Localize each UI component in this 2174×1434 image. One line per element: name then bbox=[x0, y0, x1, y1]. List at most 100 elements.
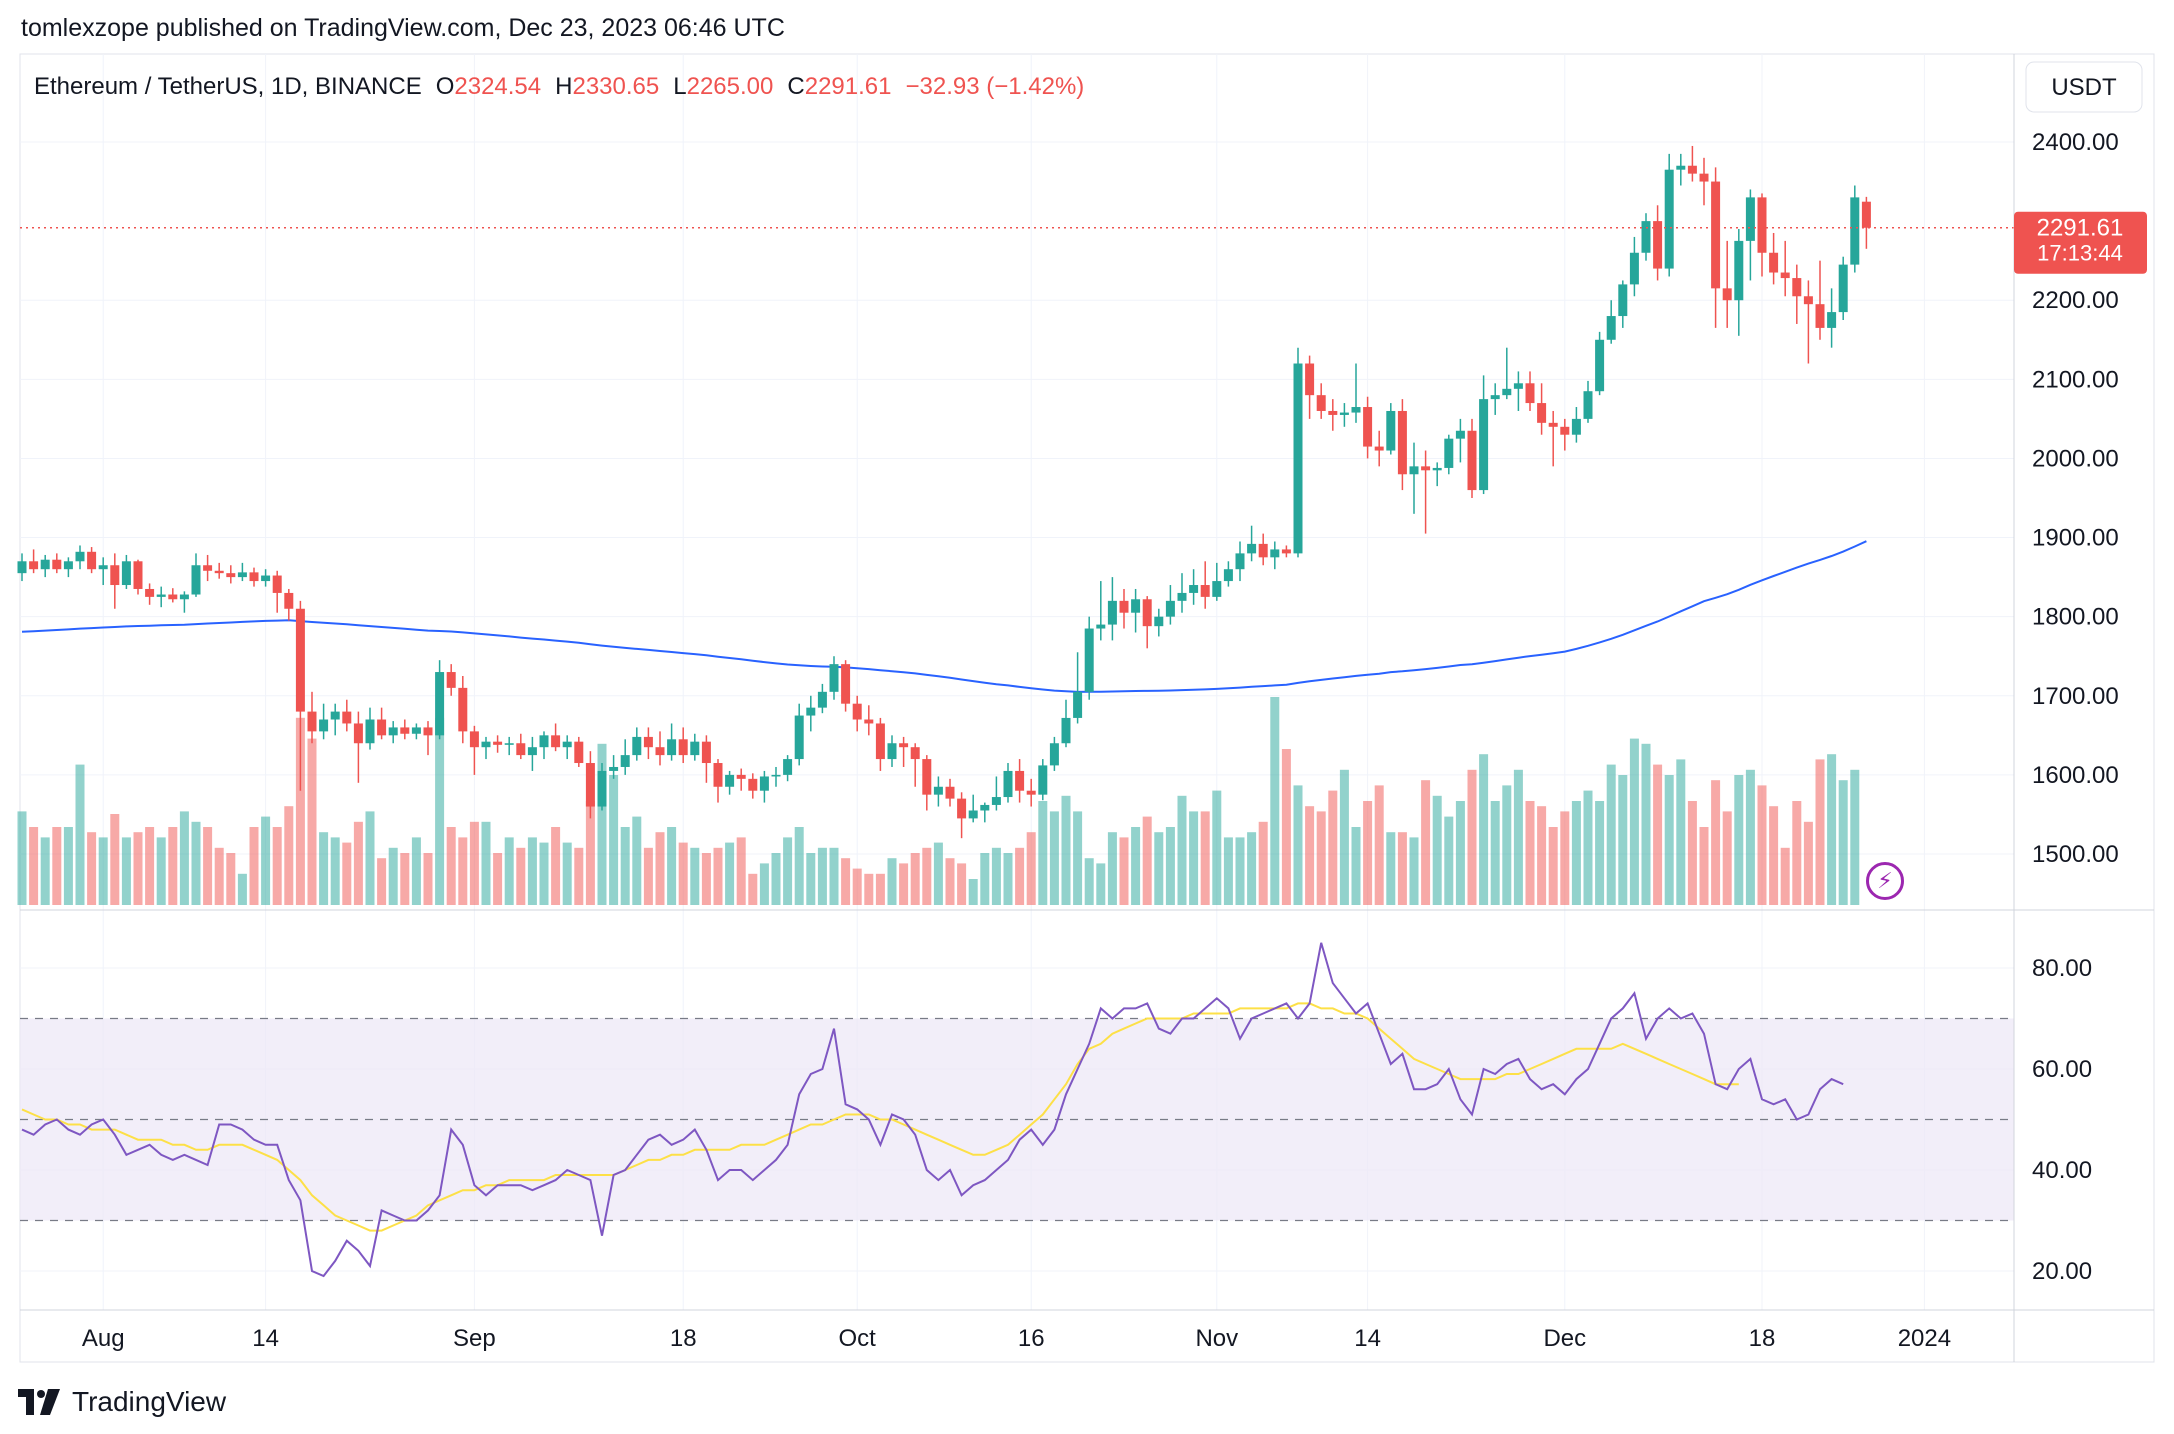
tradingview-logo[interactable]: TradingView bbox=[18, 1382, 226, 1422]
candle-body bbox=[945, 786, 955, 799]
volume-bar bbox=[1073, 811, 1083, 905]
legend-close-label: C bbox=[787, 73, 804, 100]
time-tick-label: Oct bbox=[839, 1325, 877, 1352]
volume-bar bbox=[319, 832, 329, 905]
volume-bar bbox=[933, 842, 943, 905]
volume-bar bbox=[899, 863, 909, 905]
volume-bar bbox=[1119, 837, 1129, 905]
volume-bar bbox=[110, 814, 120, 905]
candle-body bbox=[1397, 410, 1407, 475]
volume-bar bbox=[1247, 832, 1257, 905]
candle-body bbox=[411, 727, 421, 734]
candle-body bbox=[597, 770, 607, 807]
candle-body bbox=[353, 723, 363, 744]
volume-bar bbox=[1258, 821, 1268, 905]
candle-body bbox=[400, 727, 410, 734]
candle-body bbox=[1629, 252, 1639, 285]
candle-body bbox=[1015, 770, 1025, 791]
rsi-tick-label: 80.00 bbox=[2032, 955, 2092, 982]
rsi-tick-label: 60.00 bbox=[2032, 1056, 2092, 1083]
rsi-axis-ticks[interactable]: 80.00 60.00 40.00 20.00 bbox=[2032, 955, 2092, 1285]
volume-bar bbox=[667, 827, 677, 905]
time-tick-label: 14 bbox=[1354, 1325, 1381, 1352]
currency-button[interactable] bbox=[2025, 61, 2143, 113]
volume-bar bbox=[1815, 759, 1825, 905]
volume-bar bbox=[203, 827, 213, 905]
candle-body bbox=[1769, 252, 1779, 273]
volume-bar bbox=[377, 858, 387, 905]
volume-bar bbox=[284, 806, 294, 905]
legend-symbol: Ethereum / TetherUS, 1D, BINANCE bbox=[34, 73, 422, 100]
volume-bar bbox=[620, 827, 630, 905]
legend-open-value: 2324.54 bbox=[454, 73, 541, 100]
candle-body bbox=[87, 551, 97, 570]
candle-body bbox=[1664, 169, 1674, 269]
candle-body bbox=[1235, 553, 1245, 570]
candle-body bbox=[527, 747, 537, 756]
volume-bar bbox=[690, 847, 700, 905]
volume-bar bbox=[1177, 795, 1187, 905]
volume-bar bbox=[40, 837, 50, 905]
candle-body bbox=[1548, 422, 1558, 427]
time-axis-ticks[interactable]: Aug 14 Sep 18 Oct 16 Nov 14 Dec 18 2024 bbox=[82, 1325, 1951, 1352]
volume-bar bbox=[365, 811, 375, 905]
candle-body bbox=[667, 739, 677, 756]
lightning-icon[interactable]: ⚡ bbox=[1866, 862, 1904, 900]
candle-body bbox=[864, 719, 874, 724]
volume-bar bbox=[597, 743, 607, 905]
volume-bar bbox=[214, 847, 224, 905]
volume-bar bbox=[841, 858, 851, 905]
currency-label[interactable]: USDT bbox=[2051, 74, 2117, 101]
candle-body bbox=[226, 573, 236, 578]
volume-bar bbox=[1096, 863, 1106, 905]
candle-body bbox=[237, 572, 247, 578]
volume-bar bbox=[493, 853, 503, 905]
volume-bar bbox=[1734, 775, 1744, 905]
volume-bar bbox=[945, 858, 955, 905]
candle-body bbox=[899, 743, 909, 748]
candle-body bbox=[388, 727, 398, 736]
candle-body bbox=[458, 687, 468, 732]
volume-bar bbox=[261, 816, 271, 905]
volume-bar bbox=[713, 847, 723, 905]
time-tick-label: 18 bbox=[670, 1325, 697, 1352]
volume-bar bbox=[574, 847, 584, 905]
candle-body bbox=[632, 736, 642, 756]
candle-body bbox=[1293, 363, 1303, 554]
candle-body bbox=[1537, 403, 1547, 423]
volume-bar bbox=[527, 837, 537, 905]
candle-body bbox=[110, 565, 120, 586]
candle-body bbox=[922, 759, 932, 795]
candle-body bbox=[1038, 765, 1048, 795]
candle-body bbox=[1745, 197, 1755, 241]
volume-bar bbox=[1281, 749, 1291, 905]
candle-body bbox=[875, 723, 885, 760]
price-axis-ticks[interactable]: 2400.00 2200.00 2100.00 2000.00 1900.00 1800.… bbox=[2032, 129, 2119, 868]
candle-body bbox=[1780, 272, 1790, 279]
candle-body bbox=[771, 774, 781, 777]
volume-bar bbox=[388, 847, 398, 905]
time-tick-label: 14 bbox=[252, 1325, 279, 1352]
candle-body bbox=[1073, 691, 1083, 718]
candle-body bbox=[1861, 201, 1871, 228]
candle-body bbox=[539, 735, 549, 748]
volume-bar bbox=[307, 738, 317, 905]
candle-body bbox=[1328, 410, 1338, 415]
time-tick-label: Sep bbox=[453, 1325, 496, 1352]
legend[interactable]: Ethereum / TetherUS, 1D, BINANCE O2324.54… bbox=[34, 73, 1084, 100]
volume-bar bbox=[783, 837, 793, 905]
volume-bar bbox=[655, 832, 665, 905]
volume-bar bbox=[864, 873, 874, 905]
candle-body bbox=[1212, 581, 1222, 597]
candle-body bbox=[1571, 418, 1581, 435]
volume-bar bbox=[1537, 806, 1547, 905]
candle-body bbox=[1154, 616, 1164, 627]
volume-bar bbox=[1711, 780, 1721, 905]
bar-countdown: 17:13:44 bbox=[2037, 241, 2123, 266]
candle-body bbox=[736, 774, 746, 779]
volume-bar bbox=[52, 827, 62, 905]
rsi-line bbox=[21, 942, 1844, 1278]
volume-bar bbox=[539, 842, 549, 905]
candle-body bbox=[1107, 600, 1117, 625]
